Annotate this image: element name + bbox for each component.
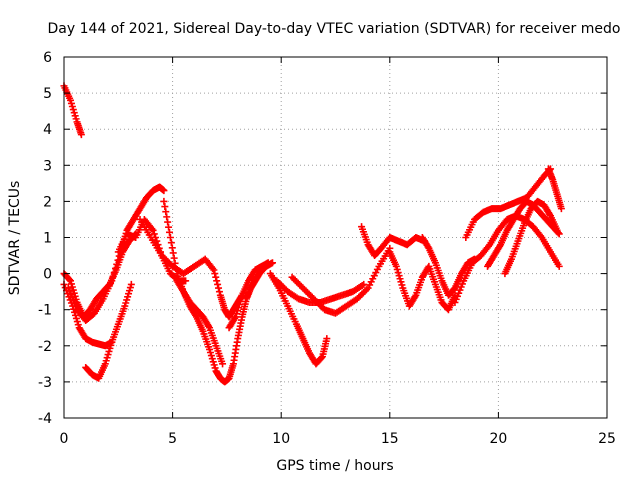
- y-tick-label: -2: [38, 339, 52, 355]
- data-point: [149, 226, 157, 234]
- series-19: [544, 165, 565, 213]
- data-point: [110, 269, 118, 277]
- series-15: [386, 248, 459, 314]
- data-point: [77, 131, 85, 139]
- data-point: [161, 203, 169, 211]
- y-tick-label: 2: [43, 194, 52, 210]
- data-point: [323, 335, 331, 343]
- x-axis-label: GPS time / hours: [276, 458, 393, 474]
- data-point: [165, 223, 173, 231]
- data-point: [113, 260, 121, 268]
- data-point: [555, 230, 563, 238]
- series-18: [462, 165, 555, 241]
- y-tick-label: -4: [38, 411, 52, 427]
- data-point: [108, 277, 116, 285]
- data-point: [212, 273, 220, 281]
- x-tick-label: 0: [60, 431, 69, 447]
- data-point: [162, 208, 170, 216]
- y-tick-label: -1: [38, 303, 52, 319]
- series-5: [64, 183, 168, 325]
- chart-title: Day 144 of 2021, Sidereal Day-to-day VTE…: [48, 21, 621, 37]
- data-point: [264, 259, 272, 267]
- data-point: [182, 277, 190, 285]
- y-axis-label: SDTVAR / TECUs: [7, 181, 23, 296]
- series-13: [288, 244, 394, 317]
- series-21: [501, 197, 561, 278]
- y-tick-label: 0: [43, 267, 52, 283]
- data-point: [557, 205, 565, 213]
- data-point: [66, 276, 74, 284]
- data-point: [214, 280, 222, 288]
- series-10: [225, 259, 272, 332]
- series-11: [266, 270, 331, 368]
- x-tick-label: 15: [381, 431, 399, 447]
- data-point: [360, 280, 368, 288]
- x-tick-label: 25: [598, 431, 616, 447]
- data-point: [165, 228, 173, 236]
- y-tick-label: 4: [43, 122, 52, 138]
- y-tick-label: 6: [43, 50, 52, 66]
- data-point: [160, 197, 168, 205]
- axis-ticks: 0 5 10 15 20 25 -4 -3 -2 -1 0 1 2 3 4 5 6: [38, 50, 616, 447]
- data-point: [164, 218, 172, 226]
- data-point: [167, 239, 175, 247]
- data-point: [219, 360, 227, 368]
- data-point: [114, 256, 122, 264]
- x-tick-label: 5: [168, 431, 177, 447]
- data-point: [555, 262, 563, 270]
- data-point: [170, 254, 178, 262]
- data-point: [160, 187, 168, 195]
- y-tick-label: 3: [43, 158, 52, 174]
- series-8: [136, 215, 246, 321]
- data-point: [115, 252, 123, 260]
- data-point: [210, 266, 218, 274]
- y-tick-label: 1: [43, 231, 52, 247]
- data-point: [213, 277, 221, 285]
- data-point: [112, 264, 120, 272]
- data-point: [127, 280, 135, 288]
- data-point: [169, 249, 177, 257]
- data-point: [150, 230, 158, 238]
- data-point: [163, 213, 171, 221]
- data-point: [168, 244, 176, 252]
- x-tick-label: 10: [272, 431, 290, 447]
- y-tick-label: 5: [43, 86, 52, 102]
- data-point: [215, 284, 223, 292]
- data-point: [211, 270, 219, 278]
- y-tick-label: -3: [38, 375, 52, 391]
- x-tick-label: 20: [489, 431, 507, 447]
- data-marks: [60, 82, 565, 386]
- data-point: [215, 288, 223, 296]
- data-point: [109, 273, 117, 281]
- data-point: [166, 234, 174, 241]
- series-4: [82, 280, 135, 382]
- data-point: [553, 226, 561, 234]
- data-point: [318, 354, 326, 362]
